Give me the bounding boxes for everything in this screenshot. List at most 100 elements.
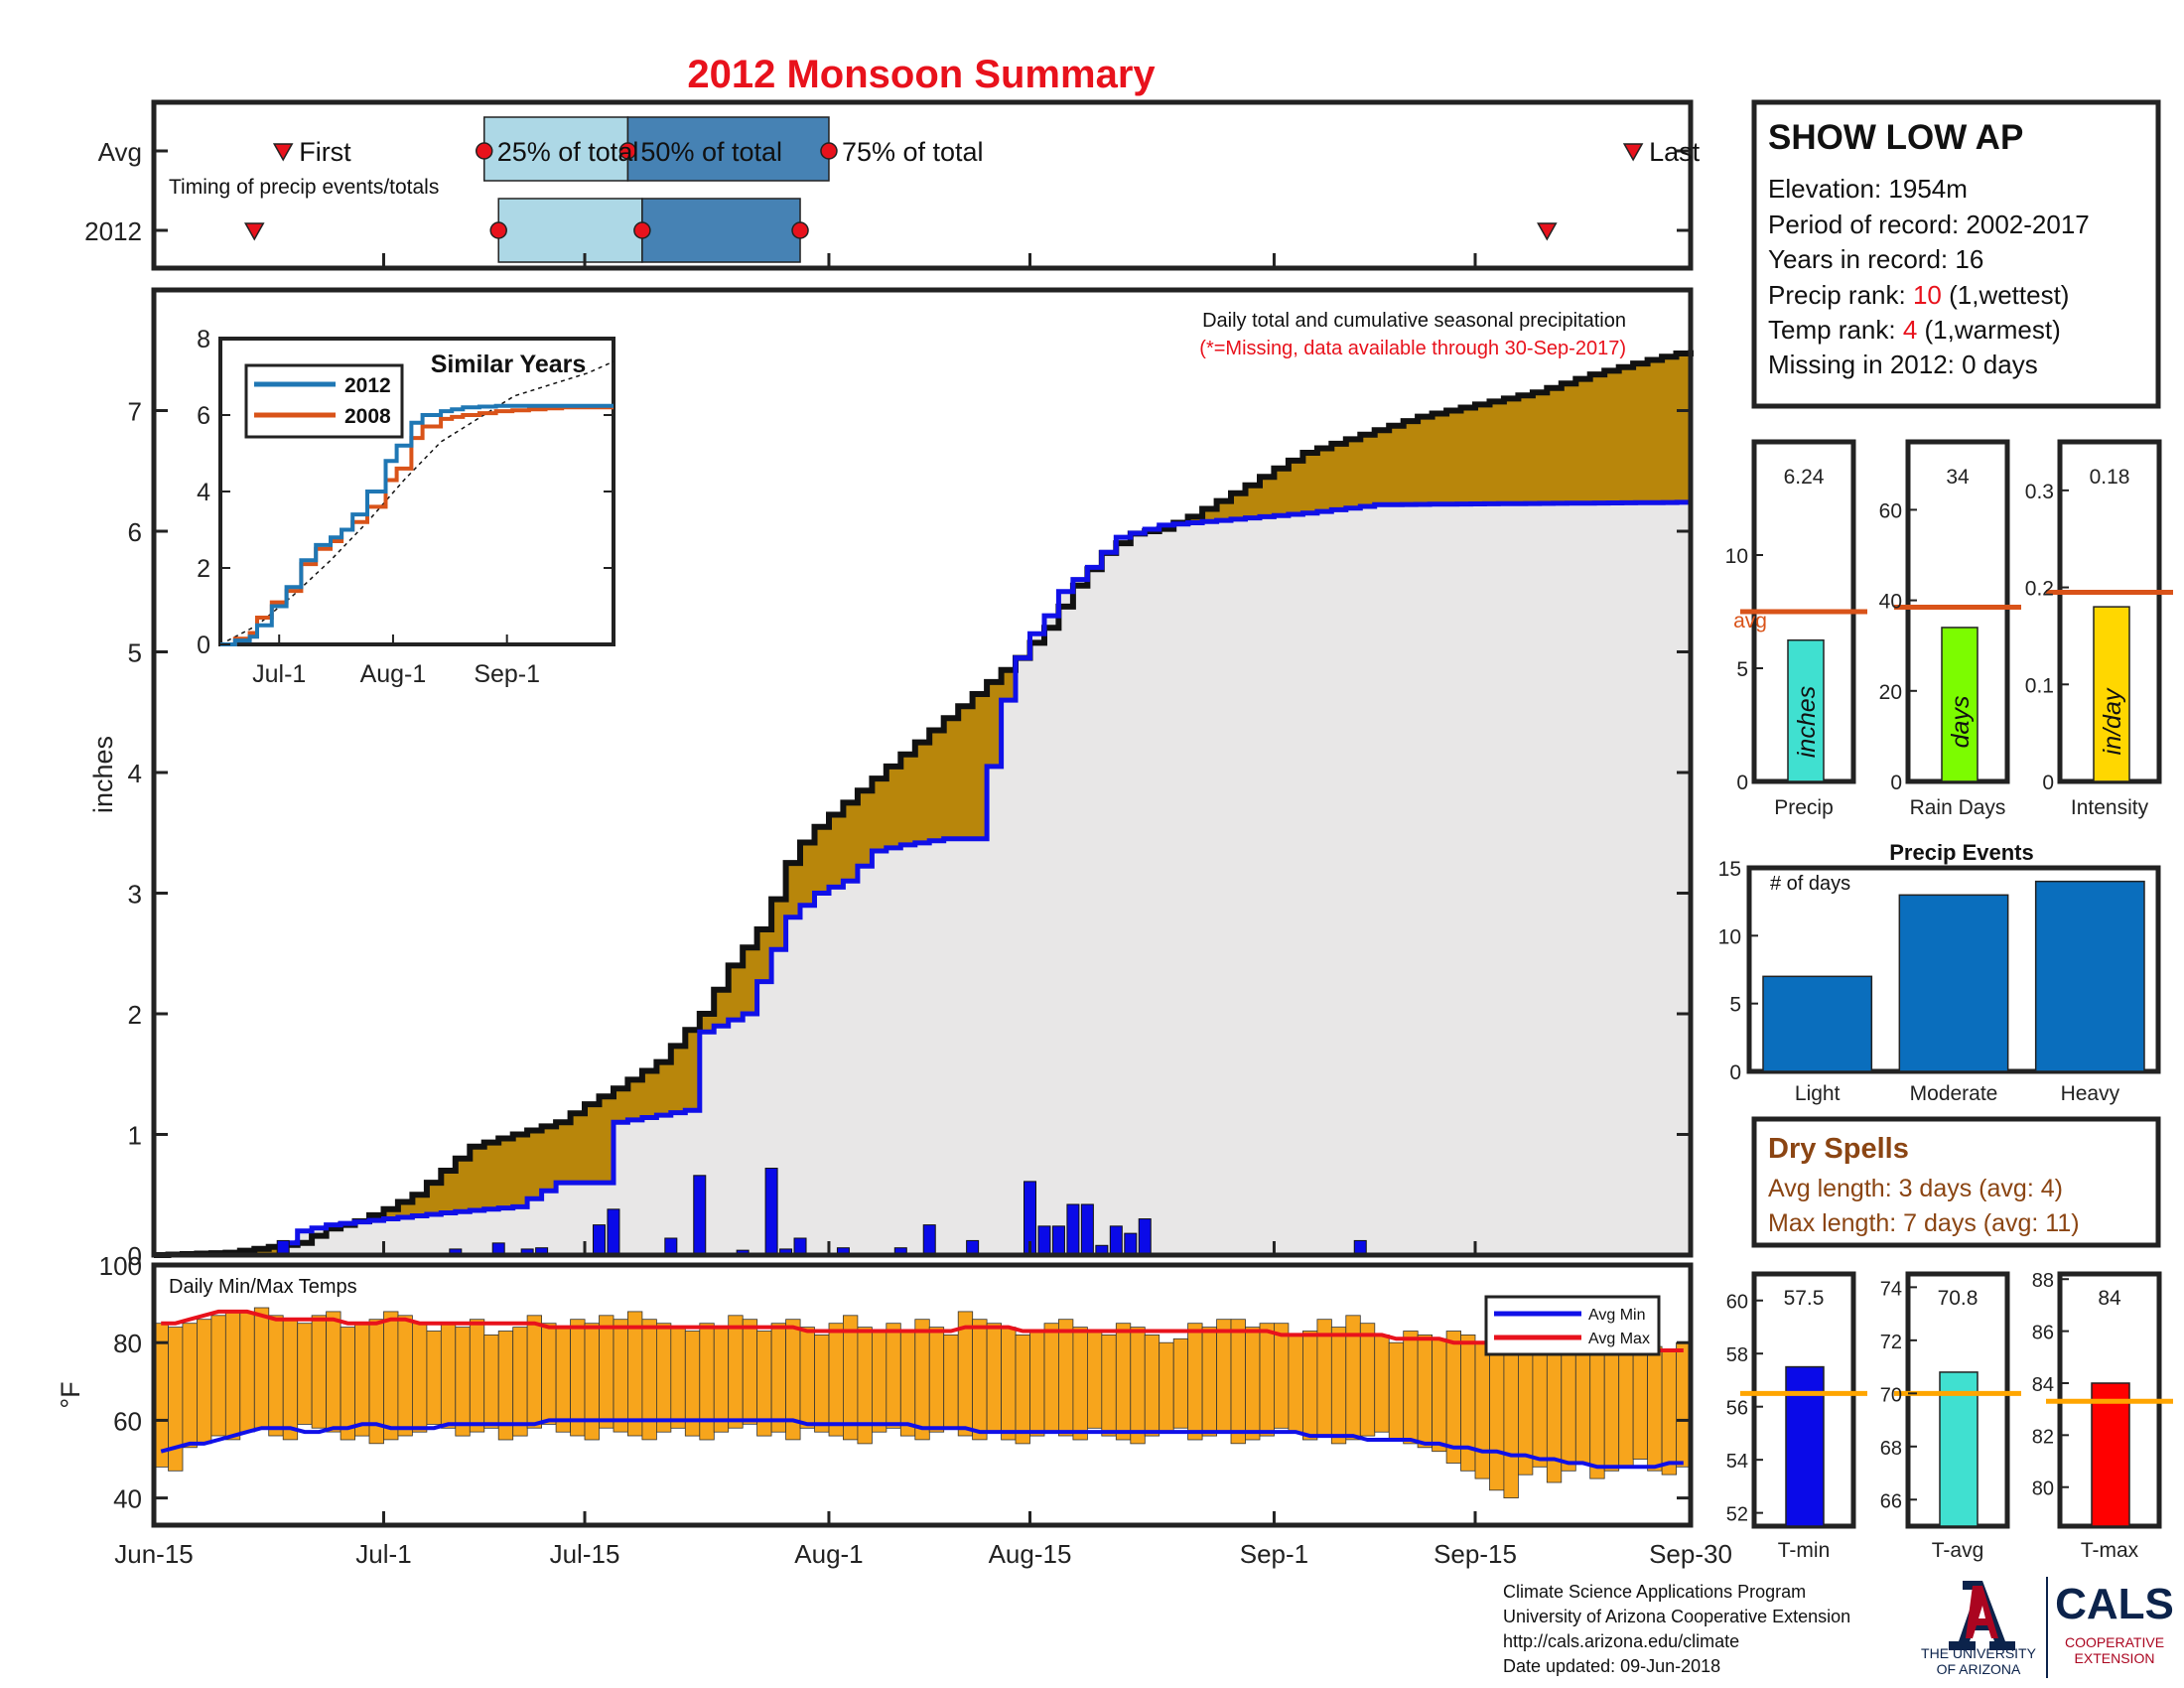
daily-temp-range-bar bbox=[1403, 1331, 1419, 1445]
dry-spells-title: Dry Spells bbox=[1768, 1133, 1909, 1165]
station-elevation: Elevation: 1954m bbox=[1768, 174, 1968, 204]
timing-p50-label: 50% of total bbox=[640, 137, 782, 167]
t-max-y-tick-label: 88 bbox=[2032, 1270, 2054, 1292]
daily-temp-range-bar bbox=[1589, 1341, 1605, 1479]
daily-temp-range-bar bbox=[397, 1315, 413, 1437]
daily-temp-range-bar bbox=[512, 1327, 528, 1437]
footer-line4: Date updated: 09-Jun-2018 bbox=[1503, 1656, 1720, 1676]
daily-temp-range-bar bbox=[1172, 1337, 1189, 1429]
x-axis-ticks: Jun-15 Jul-1 Jul-15 Aug-1 Aug-15 Sep-1 Sep-15 S… bbox=[114, 253, 1732, 1569]
main-y-tick-label: 1 bbox=[128, 1121, 142, 1151]
daily-temp-range-bar bbox=[1230, 1319, 1246, 1445]
t-avg-value-label: 70.8 bbox=[1938, 1287, 1979, 1310]
daily-temp-range-bar bbox=[1302, 1331, 1318, 1441]
timing-avg-p25-marker bbox=[475, 142, 493, 160]
footer-line2: University of Arizona Cooperative Extens… bbox=[1503, 1607, 1850, 1626]
t-min-y-tick-label: 54 bbox=[1726, 1451, 1748, 1473]
timing-avg-p25-p50-box bbox=[482, 116, 629, 182]
daily-temp-range-bar bbox=[297, 1323, 313, 1425]
daily-temp-range-bar bbox=[1058, 1319, 1074, 1437]
dry-spells-frame bbox=[1751, 1116, 2161, 1248]
temp-y-tick-label: 80 bbox=[113, 1329, 142, 1358]
daily-temp-range-bar bbox=[469, 1319, 485, 1433]
inset-x-tick-label: Jul-1 bbox=[252, 660, 306, 688]
timing-avg-first-marker bbox=[272, 143, 294, 162]
inset-x-tick-label: Sep-1 bbox=[474, 660, 540, 688]
daily-temp-range-bar bbox=[770, 1323, 786, 1433]
daily-temp-range-bar bbox=[1388, 1341, 1405, 1441]
x-tick-label: Jul-1 bbox=[355, 1539, 411, 1569]
event-category-label: Light bbox=[1795, 1082, 1841, 1105]
daily-temp-range-bar bbox=[986, 1323, 1002, 1433]
precip-unit-label: inches bbox=[1793, 686, 1821, 758]
daily-temp-range-bar bbox=[828, 1323, 844, 1437]
station-missing: Missing in 2012: 0 days bbox=[1768, 350, 2038, 379]
daily-temp-range-bar bbox=[1259, 1323, 1275, 1437]
main-note-line1: Daily total and cumulative seasonal prec… bbox=[1202, 310, 1626, 332]
precip-x-label: Precip bbox=[1774, 796, 1834, 819]
daily-precip-bar bbox=[1037, 1225, 1051, 1256]
inset-plot-marks bbox=[219, 360, 614, 646]
inset-y-tick-label: 4 bbox=[197, 479, 210, 506]
rain-days-y-tick-label: 20 bbox=[1879, 681, 1902, 704]
daily-precip-bar bbox=[664, 1237, 678, 1256]
precip-y-tick-label: 10 bbox=[1725, 545, 1748, 568]
daily-temp-range-bar bbox=[1661, 1349, 1677, 1476]
inset-legend-2012-label: 2012 bbox=[344, 374, 391, 397]
x-tick-label: Aug-1 bbox=[794, 1539, 863, 1569]
precip-value-label: 6.24 bbox=[1784, 466, 1825, 489]
timing-first-label: First bbox=[299, 137, 351, 167]
precip-rank-value: 10 bbox=[1913, 280, 1942, 310]
x-tick-label: Jun-15 bbox=[114, 1539, 194, 1569]
t-max-value-label: 84 bbox=[2098, 1287, 2121, 1310]
daily-temp-range-bar bbox=[1288, 1335, 1303, 1433]
event-category-label: Moderate bbox=[1910, 1082, 1998, 1105]
daily-temp-range-bar bbox=[541, 1323, 557, 1425]
temp-legend-box bbox=[1484, 1295, 1661, 1356]
main-y-tick-label: 0 bbox=[128, 1241, 142, 1271]
daily-temp-range-bar bbox=[1359, 1323, 1376, 1437]
daily-precip-bar bbox=[1109, 1225, 1123, 1256]
daily-temp-range-bar bbox=[1561, 1337, 1576, 1472]
daily-temp-range-bar bbox=[282, 1319, 299, 1441]
daily-temp-range-bar bbox=[268, 1315, 284, 1437]
t-min-value-label: 57.5 bbox=[1784, 1287, 1825, 1310]
figure-title: 2012 Monsoon Summary bbox=[687, 53, 1156, 96]
dry-spells-avg-length: Avg length: 3 days (avg: 4) bbox=[1768, 1175, 2063, 1202]
main-y-tick-label: 4 bbox=[128, 759, 142, 788]
timing-2012-first-marker bbox=[243, 222, 265, 241]
rain-days-x-label: Rain Days bbox=[1910, 796, 2006, 819]
timing-panel: Avg 2012 Timing of precip events/totals … bbox=[84, 99, 1701, 271]
cumulative-2012-line bbox=[154, 350, 1694, 1258]
daily-precip-bar bbox=[922, 1224, 936, 1256]
daily-temp-range-bar bbox=[928, 1327, 945, 1433]
avg-max-temp-line bbox=[161, 1309, 1684, 1352]
temp-rank-suffix: (1,warmest) bbox=[1917, 315, 2060, 345]
intensity-y-tick-label: 0 bbox=[2042, 772, 2054, 794]
daily-temp-range-bar bbox=[899, 1331, 916, 1437]
seasonal-totals-bars: 0 5 10 6.24 inches Precip avg 0 20 40 60 34 days Rain… bbox=[1725, 439, 2173, 819]
events-label: # of days bbox=[1770, 873, 1850, 895]
university-logo: THE UNIVERSITY OF ARIZONA CALS COOPERATI… bbox=[1921, 1577, 2174, 1678]
t-max-y-tick-label: 80 bbox=[2032, 1478, 2054, 1500]
temperature-panel: 40 60 80 100 Daily Min/Max Temps °F Avg Min… bbox=[56, 1251, 1694, 1528]
daily-temp-range-bar bbox=[1330, 1327, 1347, 1445]
station-period: Period of record: 2002-2017 bbox=[1768, 210, 2090, 239]
timing-p75-label: 75% of total bbox=[842, 137, 984, 167]
main-y-tick-label: 5 bbox=[128, 638, 142, 668]
ua-line1: THE UNIVERSITY bbox=[1921, 1645, 2037, 1661]
inset-ticks: 0 2 4 6 8 Jul-1 Aug-1 Sep-1 bbox=[197, 326, 614, 688]
daily-temp-range-bar bbox=[872, 1331, 887, 1433]
daily-temp-range-bar bbox=[1274, 1323, 1290, 1429]
daily-temp-range-bar bbox=[713, 1327, 730, 1433]
daily-temp-range-bar bbox=[742, 1319, 758, 1425]
temp-y-ticks: 40 60 80 100 bbox=[99, 1251, 1691, 1514]
daily-temp-range-bar bbox=[1201, 1327, 1217, 1437]
rain-days-y-tick-label: 60 bbox=[1879, 499, 1902, 522]
intensity-value-bar bbox=[2093, 606, 2130, 782]
temp-legend-avgmax-label: Avg Max bbox=[1588, 1331, 1650, 1347]
x-tick-label: Sep-30 bbox=[1649, 1539, 1732, 1569]
timing-avg-p75-marker bbox=[820, 142, 838, 160]
cumulative-precip-panel: 0 1 2 3 4 5 6 7 Daily total and cumulative seas… bbox=[88, 287, 1694, 1271]
